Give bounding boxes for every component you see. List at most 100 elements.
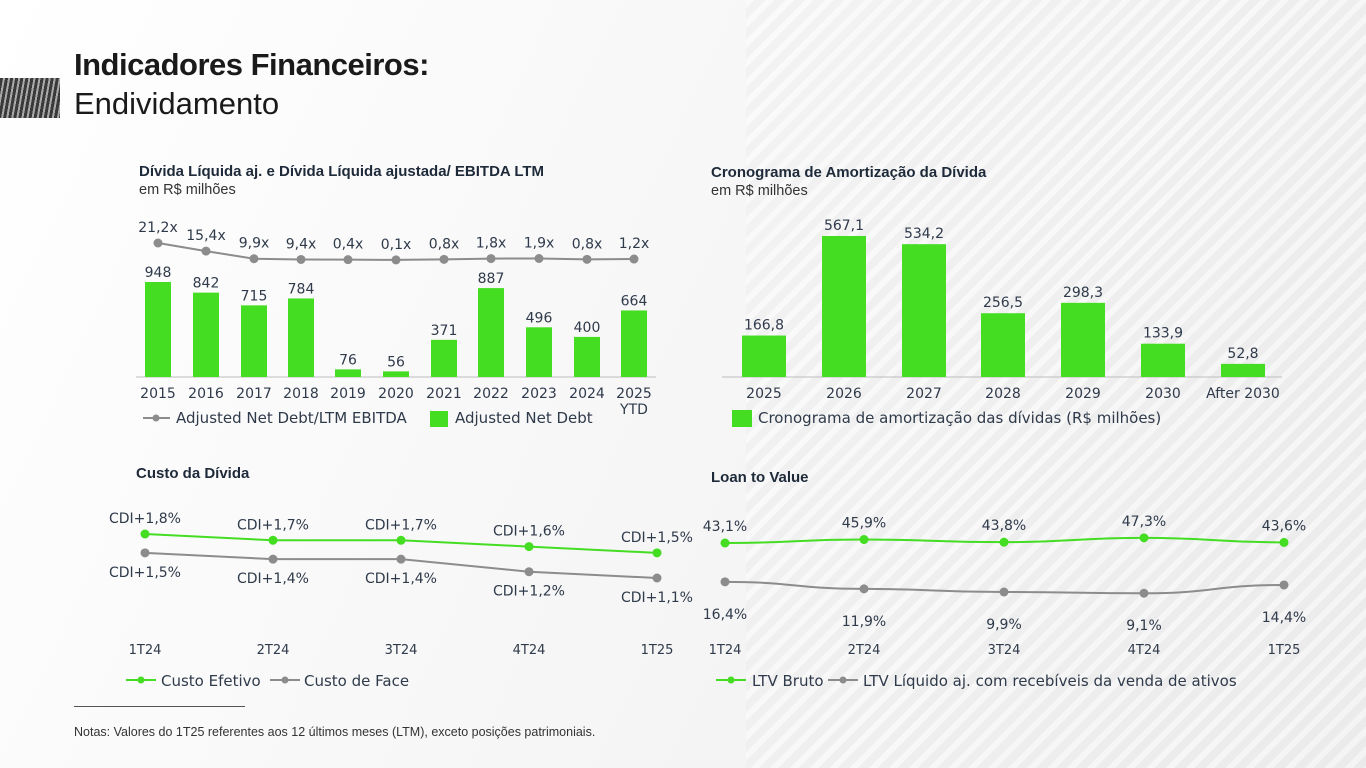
legend-amortization-label: Cronograma de amortização das dívidas (R…	[758, 409, 1161, 427]
amortization-bar	[822, 236, 866, 377]
amortization-x-tick: 2025	[746, 386, 782, 402]
amortization-bar	[742, 336, 786, 377]
net-debt-x-tick: 2024	[569, 386, 605, 402]
custo-de-face-label: CDI+1,2%	[493, 584, 565, 600]
ltv-bruto-label: 47,3%	[1122, 514, 1166, 530]
custo-efetivo-point	[525, 542, 534, 551]
legend-custo-de-face-label: Custo de Face	[304, 672, 409, 690]
leverage-point	[154, 239, 163, 248]
amortization-x-tick: 2028	[985, 386, 1021, 402]
net-debt-bar-label: 842	[193, 276, 220, 292]
legend-amortization-marker	[732, 410, 752, 427]
leverage-label: 21,2x	[138, 220, 177, 236]
ltv-liquido-label: 9,1%	[1126, 618, 1162, 634]
net-debt-bar-label: 56	[387, 354, 405, 370]
leverage-point	[392, 255, 401, 264]
legend-ltv-liquido-dot	[840, 677, 847, 684]
ltv-bruto-label: 43,1%	[703, 519, 747, 535]
net-debt-x-tick-suffix: YTD	[619, 402, 648, 418]
amortization-bar	[1061, 303, 1105, 377]
legend-custo-efetivo-dot	[138, 677, 145, 684]
leverage-label: 0,8x	[429, 236, 460, 252]
net-debt-bar-label: 784	[288, 281, 315, 297]
custo-de-face-label: CDI+1,4%	[237, 571, 309, 587]
legend-ltv-liquido-label: LTV Líquido aj. com recebíveis da venda …	[863, 672, 1237, 690]
legend-line-dot	[153, 415, 160, 422]
leverage-point	[583, 255, 592, 264]
amortization-bar	[1141, 344, 1185, 377]
leverage-label: 15,4x	[186, 228, 225, 244]
ltv-bruto-label: 43,6%	[1262, 518, 1306, 534]
net-debt-bar	[478, 288, 504, 377]
legend-bar-marker	[430, 411, 448, 427]
amortization-bar	[981, 313, 1025, 377]
footnote: Notas: Valores do 1T25 referentes aos 12…	[74, 725, 595, 739]
net-debt-bar-label: 371	[431, 323, 458, 339]
net-debt-bar-label: 664	[621, 293, 648, 309]
net-debt-bar	[193, 293, 219, 377]
custo-efetivo-point	[397, 536, 406, 545]
custo-efetivo-label: CDI+1,7%	[365, 517, 437, 533]
net-debt-x-tick: 2015	[140, 386, 176, 402]
amortization-bar-label: 256,5	[983, 295, 1023, 311]
leverage-point	[344, 255, 353, 264]
ltv-liquido-point	[860, 584, 869, 593]
ltv-liquido-point	[721, 577, 730, 586]
custo-de-face-label: CDI+1,1%	[621, 590, 693, 606]
cost-x-tick: 4T24	[513, 643, 546, 658]
net-debt-x-tick: 2020	[378, 386, 414, 402]
custo-de-face-label: CDI+1,4%	[365, 571, 437, 587]
net-debt-bar	[621, 310, 647, 377]
leverage-label: 1,2x	[619, 236, 650, 252]
ltv-liquido-label: 16,4%	[703, 607, 747, 623]
net-debt-x-tick: 2016	[188, 386, 224, 402]
cost-x-tick: 3T24	[385, 643, 418, 658]
ltv-bruto-label: 45,9%	[842, 516, 886, 532]
net-debt-x-tick: 2018	[283, 386, 319, 402]
ltv-x-tick: 1T24	[709, 643, 742, 658]
amortization-x-tick: 2027	[906, 386, 942, 402]
net-debt-bar	[431, 340, 457, 377]
ltv-x-tick: 1T25	[1268, 643, 1301, 658]
amortization-x-tick: 2030	[1145, 386, 1181, 402]
leverage-label: 0,4x	[333, 237, 364, 253]
net-debt-bar	[526, 327, 552, 377]
custo-de-face-point	[141, 548, 150, 557]
amortization-bar-label: 534,2	[904, 226, 944, 242]
ltv-liquido-label: 11,9%	[842, 614, 886, 630]
legend-leverage-label: Adjusted Net Debt/LTM EBITDA	[176, 409, 408, 427]
net-debt-x-tick: 2025	[616, 386, 652, 402]
net-debt-bar	[145, 282, 171, 377]
amortization-bar-label: 298,3	[1063, 285, 1103, 301]
ltv-bruto-point	[1280, 538, 1289, 547]
net-debt-x-tick: 2021	[426, 386, 462, 402]
amortization-x-tick: 2026	[826, 386, 862, 402]
custo-de-face-point	[269, 555, 278, 564]
net-debt-bar-label: 715	[241, 288, 268, 304]
ltv-bruto-point	[860, 535, 869, 544]
legend-custo-de-face-dot	[282, 677, 289, 684]
custo-efetivo-point	[653, 548, 662, 557]
net-debt-bar-label: 400	[574, 320, 601, 336]
amortization-bar-label: 52,8	[1227, 346, 1258, 362]
ltv-x-tick: 2T24	[848, 643, 881, 658]
cost-x-tick: 1T25	[641, 643, 674, 658]
net-debt-x-tick: 2022	[473, 386, 509, 402]
amortization-bar	[902, 244, 946, 377]
leverage-point	[202, 247, 211, 256]
leverage-label: 1,8x	[476, 236, 507, 252]
leverage-label: 0,8x	[572, 236, 603, 252]
net-debt-bar	[383, 371, 409, 377]
legend-ltv-bruto-dot	[728, 677, 735, 684]
cost-x-tick: 2T24	[257, 643, 290, 658]
leverage-point	[630, 255, 639, 264]
ltv-liquido-point	[1140, 589, 1149, 598]
amortization-x-tick: After 2030	[1206, 386, 1280, 402]
custo-efetivo-point	[141, 530, 150, 539]
ltv-liquido-point	[1280, 580, 1289, 589]
custo-de-face-point	[397, 555, 406, 564]
net-debt-bar-label: 76	[339, 352, 357, 368]
legend-custo-efetivo-label: Custo Efetivo	[161, 672, 261, 690]
ltv-bruto-point	[1140, 533, 1149, 542]
net-debt-x-tick: 2017	[236, 386, 272, 402]
